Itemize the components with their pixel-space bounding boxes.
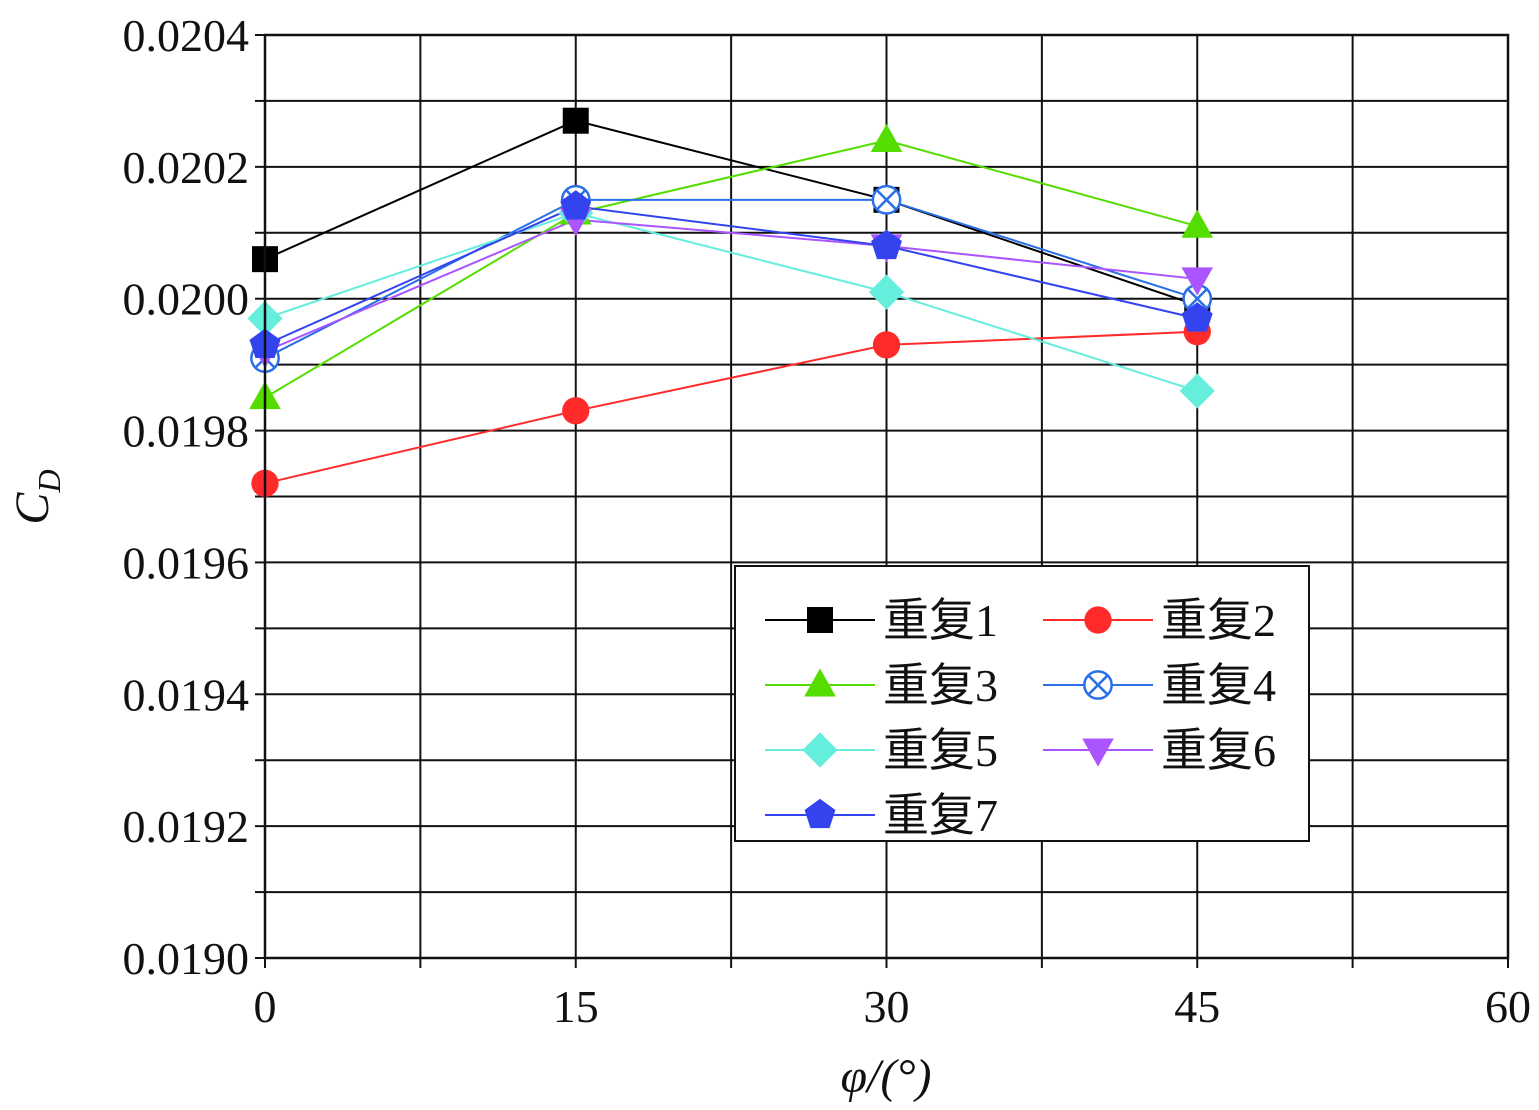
y-tick-label: 0.0202 [123, 142, 250, 193]
y-tick-label: 0.0196 [123, 537, 250, 588]
legend-label: 重复5 [883, 725, 998, 776]
marker-cross [876, 189, 897, 211]
data-point [1083, 670, 1113, 700]
x-axis-title: φ/(°) [840, 1050, 931, 1103]
y-tick-label: 0.0190 [123, 933, 250, 984]
series-line-4 [264, 198, 1198, 359]
legend-label: 重复1 [883, 595, 998, 646]
y-tick-label: 0.0198 [123, 406, 250, 457]
data-point [1179, 373, 1215, 409]
series-line-2 [264, 330, 1198, 485]
series-line-5 [264, 211, 1198, 392]
svg-text:CD: CD [6, 469, 67, 524]
marker-cross [1186, 288, 1208, 310]
series-line-3 [264, 139, 1198, 399]
legend-label: 重复2 [1161, 595, 1276, 646]
plot-frame [263, 33, 1510, 960]
data-point [804, 668, 836, 697]
series-markers [247, 107, 1215, 497]
legend-item: 重复6 [1043, 725, 1276, 776]
data-point [562, 107, 589, 134]
legend-item: 重复5 [765, 725, 998, 776]
y-tick-label: 0.0194 [123, 669, 250, 720]
y-tick-label: 0.0192 [123, 801, 250, 852]
y-axis-title-main: C [6, 492, 59, 525]
data-point [1181, 267, 1214, 296]
y-tick-label: 0.0200 [123, 274, 250, 325]
data-point [562, 397, 590, 425]
legend-label: 重复7 [883, 790, 998, 841]
data-point [870, 123, 903, 153]
x-tick-label: 30 [864, 981, 910, 1032]
data-point [802, 732, 838, 768]
y-axis-title-sub: D [31, 469, 67, 493]
y-tick-label: 0.0204 [123, 10, 250, 61]
legend-label: 重复3 [883, 660, 998, 711]
legend-label: 重复4 [1161, 660, 1276, 711]
data-point [1082, 738, 1114, 767]
data-point [560, 190, 592, 220]
x-tick-label: 15 [553, 981, 599, 1032]
data-point [807, 607, 833, 633]
y-tick-labels: 0.0190 0.0192 0.0194 0.0196 0.0198 0.0200 0.02… [123, 10, 250, 984]
legend: 重复1 重复2 重复3 重复4 重复5 重复6 重复7 [734, 565, 1310, 842]
data-point [1181, 302, 1213, 332]
x-tick-label: 45 [1174, 981, 1220, 1032]
legend-item: 重复2 [1043, 595, 1276, 646]
series-line-6 [264, 218, 1198, 353]
series-lines [264, 119, 1198, 485]
legend-item: 重复7 [765, 790, 998, 841]
data-point [872, 331, 901, 359]
series-line-7 [264, 205, 1198, 346]
data-point [871, 184, 902, 215]
x-tick-labels: 0 15 30 45 60 [254, 981, 1532, 1032]
series-line-1 [264, 119, 1198, 307]
legend-item: 重复1 [765, 595, 998, 646]
data-point [804, 798, 836, 829]
marker-cross [1087, 674, 1109, 696]
data-point [868, 274, 905, 310]
x-tick-label: 60 [1485, 981, 1531, 1032]
legend-item: 重复4 [1043, 660, 1276, 711]
legend-label: 重复6 [1161, 725, 1276, 776]
data-point [1084, 606, 1112, 634]
x-tick-label: 0 [254, 981, 277, 1032]
legend-item: 重复3 [765, 660, 998, 711]
data-point [1181, 209, 1214, 238]
data-point [871, 229, 902, 260]
y-axis-title: CD [6, 469, 67, 524]
